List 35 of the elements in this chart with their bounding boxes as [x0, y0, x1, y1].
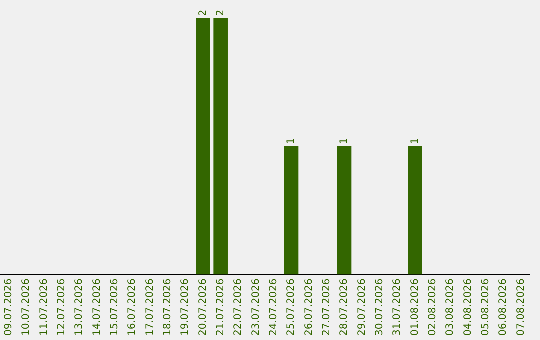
x-tick-label: 29.07.2026	[356, 278, 368, 336]
x-tick-label: 11.07.2026	[38, 278, 50, 336]
x-tick-label: 09.07.2026	[3, 278, 14, 336]
x-tick-label: 21.07.2026	[215, 278, 226, 336]
x-tick-label: 03.08.2026	[445, 278, 456, 336]
x-tick-label: 05.08.2026	[480, 278, 492, 336]
x-tick-label: 28.07.2026	[339, 278, 350, 336]
x-tick-label: 27.07.2026	[321, 278, 332, 336]
x-tick-label: 13.07.2026	[74, 278, 86, 336]
x-tick-label: 30.07.2026	[374, 278, 386, 336]
x-tick-label: 06.08.2026	[498, 278, 510, 336]
x-tick-label: 19.07.2026	[180, 278, 192, 336]
x-tick-label: 01.08.2026	[410, 278, 421, 336]
x-tick-label: 25.07.2026	[286, 278, 298, 336]
x-tick-label: 14.07.2026	[92, 278, 103, 336]
x-tick-label: 16.07.2026	[127, 278, 138, 336]
x-tick-label: 23.07.2026	[250, 278, 262, 336]
x-tick-label: 20.07.2026	[198, 278, 209, 336]
data-label: 1	[410, 138, 421, 144]
data-label: 2	[215, 10, 226, 16]
x-tick-label: 12.07.2026	[56, 278, 68, 336]
x-tick-label: 04.08.2026	[462, 278, 474, 336]
x-tick-label: 15.07.2026	[109, 278, 120, 336]
x-tick-label: 26.07.2026	[304, 278, 315, 336]
data-label: 2	[198, 10, 209, 16]
x-tick-label: 22.07.2026	[233, 278, 244, 336]
x-tick-label: 18.07.2026	[162, 278, 174, 336]
x-tick-label: 17.07.2026	[144, 278, 156, 336]
x-tick-label: 02.08.2026	[427, 278, 438, 336]
x-tick-label: 07.08.2026	[516, 278, 527, 336]
data-label: 1	[339, 138, 350, 144]
x-tick-label: 31.07.2026	[392, 278, 404, 336]
x-tick-label: 24.07.2026	[268, 278, 280, 336]
x-tick-label: 10.07.2026	[21, 278, 32, 336]
data-label: 1	[286, 138, 298, 144]
